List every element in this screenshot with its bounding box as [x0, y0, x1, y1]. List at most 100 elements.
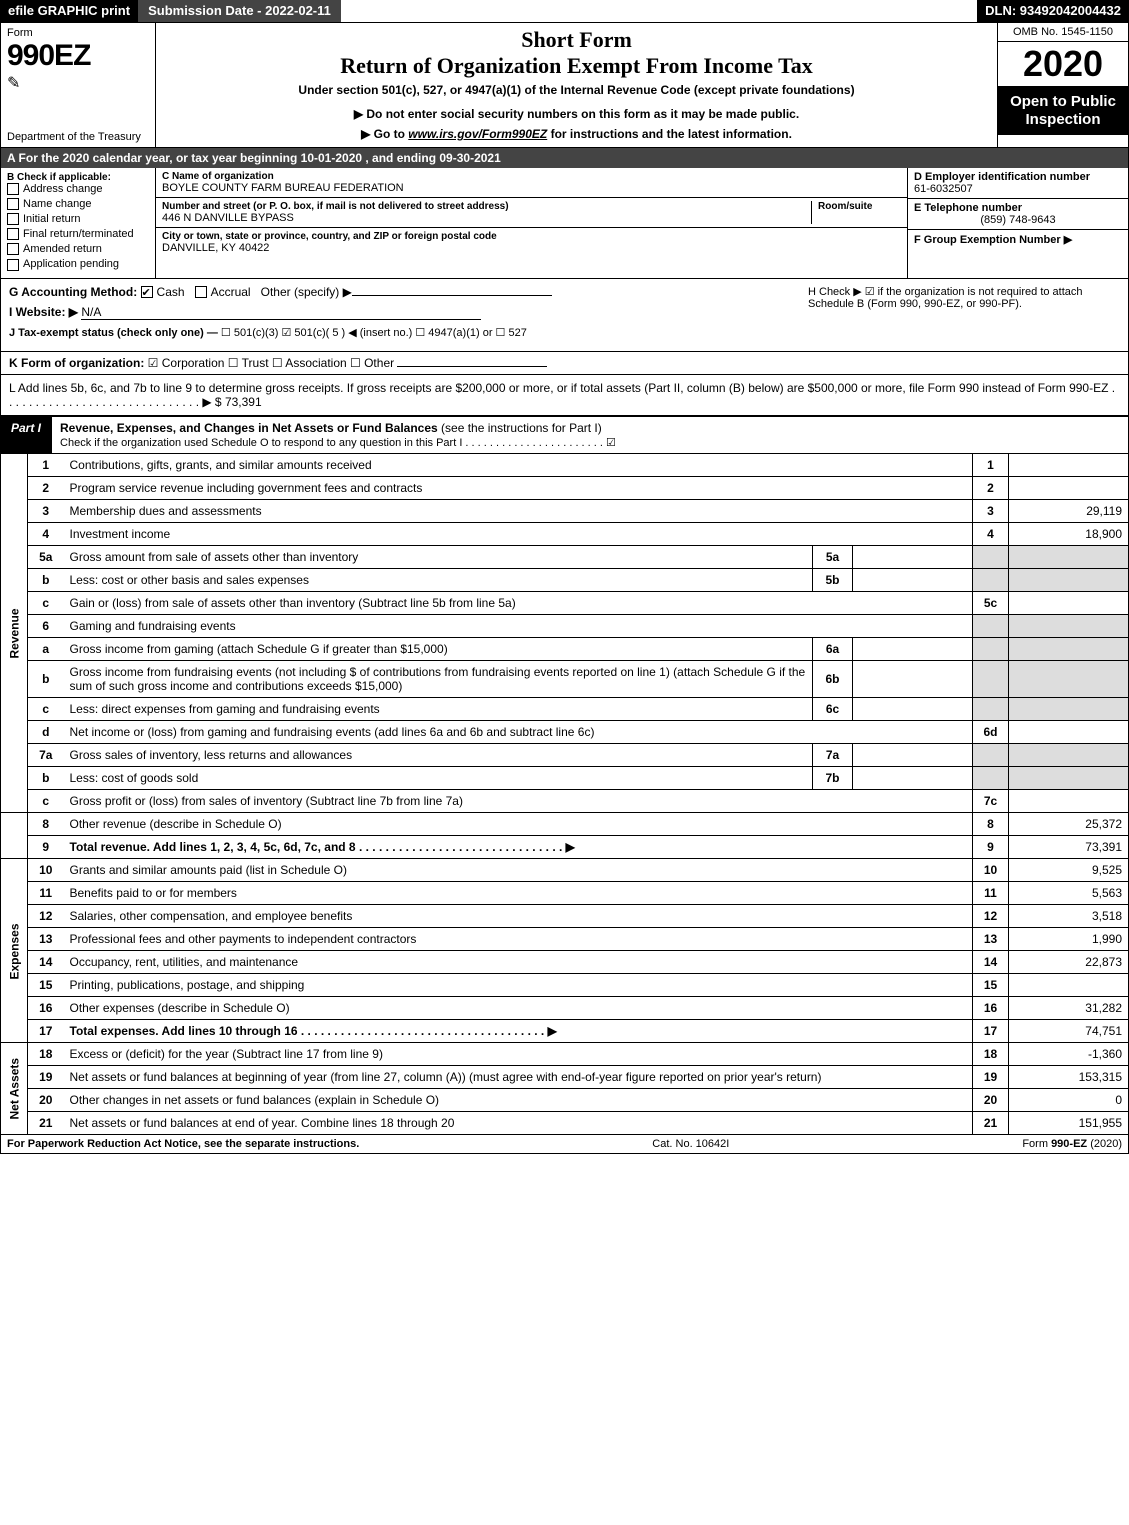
line-amount: 0 — [1009, 1088, 1129, 1111]
part-i-check-line: Check if the organization used Schedule … — [60, 437, 616, 449]
org-city-value: DANVILLE, KY 40422 — [162, 242, 901, 254]
shaded-cell — [973, 743, 1009, 766]
form-header: Form 990EZ ✎ Department of the Treasury … — [0, 22, 1129, 148]
short-form-title: Short Form — [164, 27, 989, 53]
shaded-cell — [1009, 568, 1129, 591]
line-num: 16 — [28, 996, 64, 1019]
line-desc: Less: direct expenses from gaming and fu… — [64, 697, 813, 720]
line-ref: 10 — [973, 859, 1009, 882]
line-desc: Printing, publications, postage, and shi… — [64, 973, 973, 996]
line-desc: Net income or (loss) from gaming and fun… — [64, 720, 973, 743]
netassets-table: Net Assets18Excess or (deficit) for the … — [0, 1043, 1129, 1135]
tax-year: 2020 — [998, 42, 1128, 87]
shaded-cell — [1009, 660, 1129, 697]
line-amount: 25,372 — [1009, 812, 1129, 835]
line-ref: 9 — [973, 835, 1009, 858]
org-city-label: City or town, state or province, country… — [162, 231, 901, 242]
check-amended-return[interactable]: Amended return — [7, 243, 149, 255]
header-left-cell: Form 990EZ ✎ Department of the Treasury — [1, 23, 156, 147]
line-amount: 31,282 — [1009, 996, 1129, 1019]
section-def: D Employer identification number 61-6032… — [908, 168, 1128, 278]
line-num: 15 — [28, 973, 64, 996]
line-desc: Gaming and fundraising events — [64, 614, 973, 637]
line-ref: 4 — [973, 522, 1009, 545]
org-name-label: C Name of organization — [162, 171, 901, 182]
line-desc: Occupancy, rent, utilities, and maintena… — [64, 950, 973, 973]
footer-left: For Paperwork Reduction Act Notice, see … — [7, 1138, 359, 1150]
line-num: d — [28, 720, 64, 743]
line-ref: 5c — [973, 591, 1009, 614]
check-name-change[interactable]: Name change — [7, 198, 149, 210]
phone-value: (859) 748-9643 — [914, 214, 1122, 226]
line-desc: Less: cost or other basis and sales expe… — [64, 568, 813, 591]
line-ref: 20 — [973, 1088, 1009, 1111]
shaded-cell — [973, 697, 1009, 720]
line-amount: 5,563 — [1009, 881, 1129, 904]
irs-link[interactable]: www.irs.gov/Form990EZ — [408, 127, 547, 141]
section-c: C Name of organization BOYLE COUNTY FARM… — [156, 168, 908, 278]
footer-row: For Paperwork Reduction Act Notice, see … — [0, 1135, 1129, 1154]
line-desc: Other expenses (describe in Schedule O) — [64, 996, 973, 1019]
ein-label: D Employer identification number — [914, 171, 1122, 183]
line-amount — [1009, 720, 1129, 743]
line-num: b — [28, 660, 64, 697]
open-to-public-label: Open to Public Inspection — [998, 87, 1128, 135]
omb-number: OMB No. 1545-1150 — [998, 23, 1128, 42]
line-num: 19 — [28, 1065, 64, 1088]
check-final-return[interactable]: Final return/terminated — [7, 228, 149, 240]
line-desc: Professional fees and other payments to … — [64, 927, 973, 950]
revenue-group-label: Revenue — [1, 454, 28, 813]
org-address-value: 446 N DANVILLE BYPASS — [162, 212, 811, 224]
shaded-cell — [973, 614, 1009, 637]
ein-cell: D Employer identification number 61-6032… — [908, 168, 1128, 199]
check-application-pending[interactable]: Application pending — [7, 258, 149, 270]
j-label: J Tax-exempt status (check only one) — — [9, 327, 221, 339]
website-value: N/A — [81, 305, 481, 320]
check-amended-return-label: Amended return — [23, 243, 102, 255]
line-amount: -1,360 — [1009, 1043, 1129, 1066]
k-other-input[interactable] — [397, 366, 547, 367]
shaded-cell — [973, 660, 1009, 697]
under-section-text: Under section 501(c), 527, or 4947(a)(1)… — [164, 83, 989, 97]
line-desc: Other revenue (describe in Schedule O) — [64, 812, 973, 835]
shaded-cell — [1009, 614, 1129, 637]
subline-amount — [853, 743, 973, 766]
line-desc: Gain or (loss) from sale of assets other… — [64, 591, 973, 614]
header-right-cell: OMB No. 1545-1150 2020 Open to Public In… — [998, 23, 1128, 147]
line-num: c — [28, 697, 64, 720]
line-amount — [1009, 454, 1129, 477]
line-num: 6 — [28, 614, 64, 637]
line-num: 4 — [28, 522, 64, 545]
check-initial-return[interactable]: Initial return — [7, 213, 149, 225]
expenses-group-label: Expenses — [1, 859, 28, 1043]
line-amount: 1,990 — [1009, 927, 1129, 950]
g-other-input[interactable] — [352, 295, 552, 296]
line-desc: Contributions, gifts, grants, and simila… — [64, 454, 973, 477]
check-cash[interactable] — [141, 286, 153, 298]
line-num: 8 — [28, 812, 64, 835]
check-application-pending-label: Application pending — [23, 258, 119, 270]
line-desc: Total expenses. Add lines 10 through 16 … — [64, 1019, 973, 1042]
goto-pre: ▶ Go to — [361, 127, 408, 141]
subline-ref: 7a — [813, 743, 853, 766]
line-ref: 17 — [973, 1019, 1009, 1042]
room-suite-label: Room/suite — [818, 201, 901, 212]
footer-center: Cat. No. 10642I — [652, 1138, 729, 1150]
part-i-title-row: Revenue, Expenses, and Changes in Net As… — [52, 416, 1129, 454]
check-address-change[interactable]: Address change — [7, 183, 149, 195]
line-amount: 3,518 — [1009, 904, 1129, 927]
line-amount: 73,391 — [1009, 835, 1129, 858]
line-amount: 153,315 — [1009, 1065, 1129, 1088]
line-ref: 16 — [973, 996, 1009, 1019]
shaded-cell — [973, 545, 1009, 568]
i-label: I Website: ▶ — [9, 305, 78, 319]
topbar-spacer — [341, 0, 977, 22]
line-desc: Total revenue. Add lines 1, 2, 3, 4, 5c,… — [64, 835, 973, 858]
subline-amount — [853, 568, 973, 591]
line-ref: 18 — [973, 1043, 1009, 1066]
group-exemption-cell: F Group Exemption Number ▶ — [908, 230, 1128, 249]
check-accrual[interactable] — [195, 286, 207, 298]
dln-label: DLN: 93492042004432 — [977, 0, 1129, 22]
line-j: J Tax-exempt status (check only one) — ☐… — [9, 326, 800, 339]
line-ref: 2 — [973, 476, 1009, 499]
